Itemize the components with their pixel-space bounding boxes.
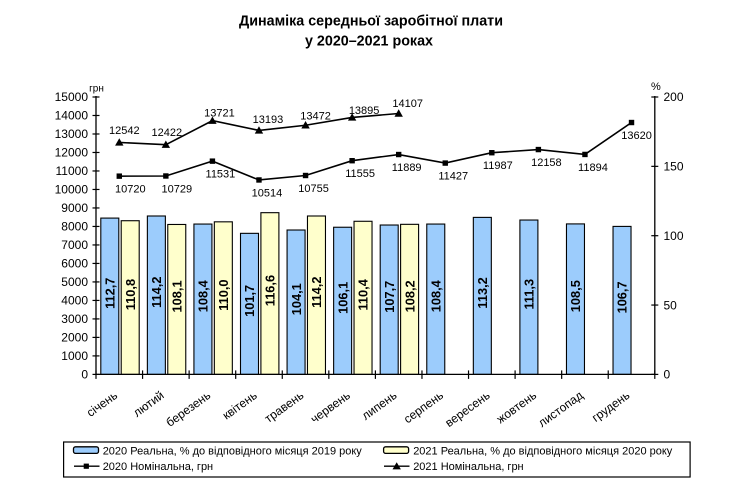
svg-text:150: 150: [664, 160, 684, 174]
svg-text:106,7: 106,7: [615, 281, 630, 313]
svg-text:Динаміка середньої заробітної: Динаміка середньої заробітної плати: [239, 14, 503, 30]
svg-text:113,2: 113,2: [475, 277, 490, 308]
svg-text:11555: 11555: [345, 168, 375, 180]
svg-text:6000: 6000: [61, 257, 88, 271]
svg-text:107,7: 107,7: [382, 281, 397, 313]
svg-text:108,4: 108,4: [196, 279, 211, 312]
svg-text:100: 100: [664, 229, 684, 243]
svg-text:1000: 1000: [61, 349, 88, 363]
svg-text:10755: 10755: [298, 183, 329, 195]
svg-text:14000: 14000: [55, 109, 89, 123]
svg-text:0: 0: [664, 368, 671, 382]
svg-text:10000: 10000: [55, 183, 89, 197]
svg-text:2000: 2000: [61, 331, 88, 345]
svg-text:110,4: 110,4: [356, 278, 371, 310]
svg-text:11889: 11889: [392, 162, 422, 174]
svg-text:12542: 12542: [109, 125, 140, 137]
svg-text:200: 200: [664, 90, 684, 104]
svg-text:108,5: 108,5: [568, 280, 583, 312]
svg-text:13721: 13721: [204, 108, 235, 120]
svg-text:114,2: 114,2: [309, 277, 324, 308]
svg-text:11427: 11427: [438, 171, 468, 183]
svg-text:12158: 12158: [531, 157, 562, 169]
svg-text:13193: 13193: [253, 114, 284, 126]
svg-text:104,1: 104,1: [289, 283, 304, 315]
svg-text:108,1: 108,1: [169, 280, 184, 312]
svg-text:114,2: 114,2: [149, 277, 164, 308]
svg-text:у 2020–2021 роках: у 2020–2021 роках: [305, 34, 433, 50]
svg-text:50: 50: [664, 298, 678, 312]
svg-text:4000: 4000: [61, 294, 88, 308]
svg-text:110,0: 110,0: [216, 279, 231, 310]
svg-text:5000: 5000: [61, 275, 88, 289]
svg-text:11987: 11987: [483, 160, 513, 172]
svg-text:15000: 15000: [55, 90, 89, 104]
svg-text:11000: 11000: [56, 164, 89, 178]
svg-text:9000: 9000: [61, 201, 88, 215]
svg-text:112,7: 112,7: [103, 278, 118, 309]
svg-text:13620: 13620: [621, 130, 652, 142]
svg-text:12422: 12422: [152, 127, 183, 139]
svg-text:116,6: 116,6: [263, 275, 278, 306]
svg-text:10514: 10514: [252, 187, 283, 199]
svg-text:11531: 11531: [206, 169, 236, 181]
svg-text:10729: 10729: [162, 183, 193, 195]
svg-text:101,7: 101,7: [242, 285, 257, 317]
svg-text:111,3: 111,3: [522, 279, 537, 310]
svg-text:13895: 13895: [349, 105, 380, 117]
svg-text:13472: 13472: [300, 110, 331, 122]
svg-text:108,2: 108,2: [402, 280, 417, 312]
svg-text:грн: грн: [89, 84, 104, 95]
svg-text:%: %: [651, 81, 661, 93]
svg-text:2020 Реальна, % до відповідног: 2020 Реальна, % до відповідного місяця 2…: [103, 446, 363, 458]
svg-text:2020 Номінальна, грн: 2020 Номінальна, грн: [103, 461, 213, 473]
svg-text:12000: 12000: [55, 146, 89, 160]
svg-text:106,1: 106,1: [335, 282, 350, 314]
svg-text:14107: 14107: [392, 98, 423, 110]
svg-text:13000: 13000: [55, 127, 89, 141]
svg-text:110,8: 110,8: [123, 279, 138, 310]
svg-text:8000: 8000: [61, 220, 88, 234]
svg-text:3000: 3000: [61, 312, 88, 326]
svg-text:2021 Номінальна, грн: 2021 Номінальна, грн: [413, 461, 523, 473]
svg-text:2021 Реальна, % до відповідног: 2021 Реальна, % до відповідного місяця 2…: [413, 446, 673, 458]
svg-text:108,4: 108,4: [428, 279, 443, 312]
svg-text:7000: 7000: [61, 238, 88, 252]
svg-text:0: 0: [81, 368, 88, 382]
svg-text:10720: 10720: [115, 184, 146, 196]
svg-text:11894: 11894: [578, 162, 608, 174]
